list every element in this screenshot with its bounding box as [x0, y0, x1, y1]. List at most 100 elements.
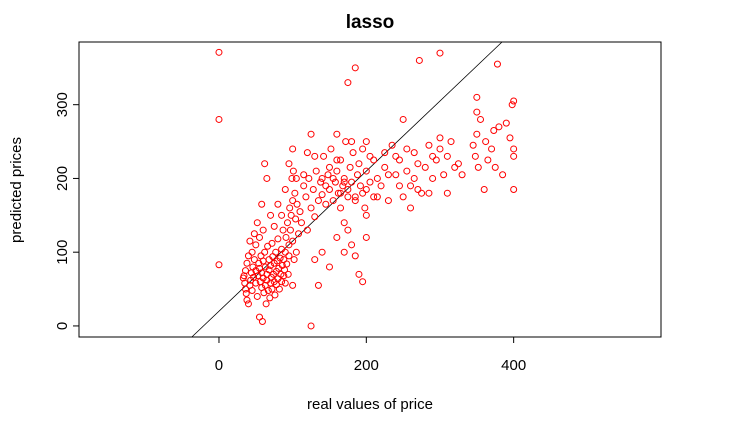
- data-point: [366, 152, 374, 160]
- data-point: [418, 189, 426, 197]
- data-point: [370, 156, 378, 164]
- data-point: [253, 219, 261, 227]
- data-point: [305, 174, 313, 182]
- data-point: [279, 226, 287, 234]
- data-point: [325, 263, 333, 271]
- data-point: [362, 186, 370, 193]
- data-point: [359, 189, 367, 197]
- data-point: [311, 213, 319, 221]
- data-point: [480, 186, 488, 193]
- data-point: [242, 289, 250, 297]
- data-point: [388, 141, 396, 149]
- data-point: [344, 226, 352, 234]
- y-axis-label: predicted prices: [8, 137, 25, 243]
- data-point: [381, 163, 389, 171]
- data-point: [268, 285, 276, 293]
- data-point: [384, 171, 392, 179]
- data-point: [488, 145, 496, 153]
- data-point: [414, 186, 422, 193]
- data-point: [351, 252, 359, 260]
- data-point: [264, 287, 272, 295]
- data-point: [377, 182, 385, 190]
- data-point: [443, 189, 451, 197]
- data-point: [362, 167, 370, 175]
- data-point: [259, 274, 267, 282]
- x-axis-label: real values of price: [307, 396, 433, 413]
- data-point: [510, 145, 518, 153]
- data-point: [348, 178, 356, 186]
- data-point: [263, 174, 271, 182]
- data-point: [384, 197, 392, 205]
- data-point: [333, 156, 341, 164]
- data-point: [244, 252, 252, 260]
- data-point: [399, 193, 407, 201]
- data-point: [289, 237, 297, 245]
- data-points: [215, 48, 518, 330]
- data-point: [403, 145, 411, 153]
- data-point: [285, 160, 293, 168]
- data-point: [415, 56, 423, 64]
- data-point: [366, 178, 374, 186]
- data-point: [259, 226, 267, 234]
- data-point: [329, 197, 337, 205]
- data-point: [410, 174, 418, 182]
- data-point: [510, 186, 518, 193]
- x-tick-label: 200: [354, 357, 379, 374]
- data-point: [322, 200, 330, 208]
- data-point: [339, 182, 347, 190]
- data-point: [349, 149, 357, 157]
- data-point: [429, 174, 437, 182]
- data-point: [271, 291, 279, 299]
- data-point: [322, 182, 330, 190]
- data-point: [510, 152, 518, 160]
- data-point: [344, 79, 352, 87]
- y-tick-label: 300: [54, 92, 71, 117]
- data-point: [506, 134, 514, 142]
- data-point: [281, 248, 289, 256]
- data-point: [451, 163, 459, 171]
- data-point: [490, 127, 498, 134]
- data-point: [484, 156, 492, 164]
- data-point: [309, 186, 317, 193]
- data-point: [407, 204, 415, 212]
- data-point: [285, 241, 293, 249]
- data-point: [337, 189, 345, 197]
- data-point: [244, 300, 252, 308]
- data-point: [337, 156, 345, 164]
- data-point: [436, 145, 444, 153]
- data-point: [261, 160, 269, 168]
- data-point: [265, 266, 273, 274]
- data-point: [274, 200, 282, 208]
- chart-title: lasso: [346, 12, 395, 33]
- data-point: [307, 322, 315, 330]
- data-point: [303, 226, 311, 234]
- data-point: [340, 178, 348, 186]
- data-point: [286, 226, 294, 234]
- data-point: [334, 189, 342, 197]
- data-point: [317, 178, 325, 186]
- y-tick-label: 100: [54, 240, 71, 265]
- data-point: [215, 261, 223, 269]
- data-point: [440, 171, 448, 179]
- data-point: [482, 138, 490, 146]
- data-point: [359, 145, 367, 153]
- data-point: [267, 211, 275, 219]
- data-point: [436, 49, 444, 57]
- data-point: [410, 149, 418, 157]
- data-point: [318, 191, 326, 199]
- data-point: [340, 248, 348, 256]
- data-point: [258, 269, 266, 277]
- data-point: [477, 115, 485, 123]
- data-point: [255, 313, 263, 321]
- data-point: [493, 60, 501, 68]
- data-point: [287, 211, 295, 219]
- data-point: [362, 138, 370, 146]
- data-point: [361, 204, 369, 212]
- data-point: [346, 163, 354, 171]
- data-point: [395, 182, 403, 190]
- data-point: [353, 171, 361, 179]
- data-point: [215, 48, 223, 56]
- data-point: [337, 204, 345, 212]
- data-point: [320, 152, 328, 160]
